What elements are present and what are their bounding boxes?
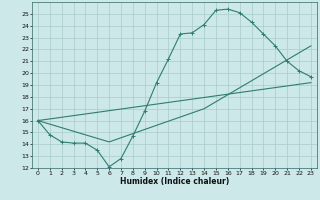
X-axis label: Humidex (Indice chaleur): Humidex (Indice chaleur): [120, 177, 229, 186]
